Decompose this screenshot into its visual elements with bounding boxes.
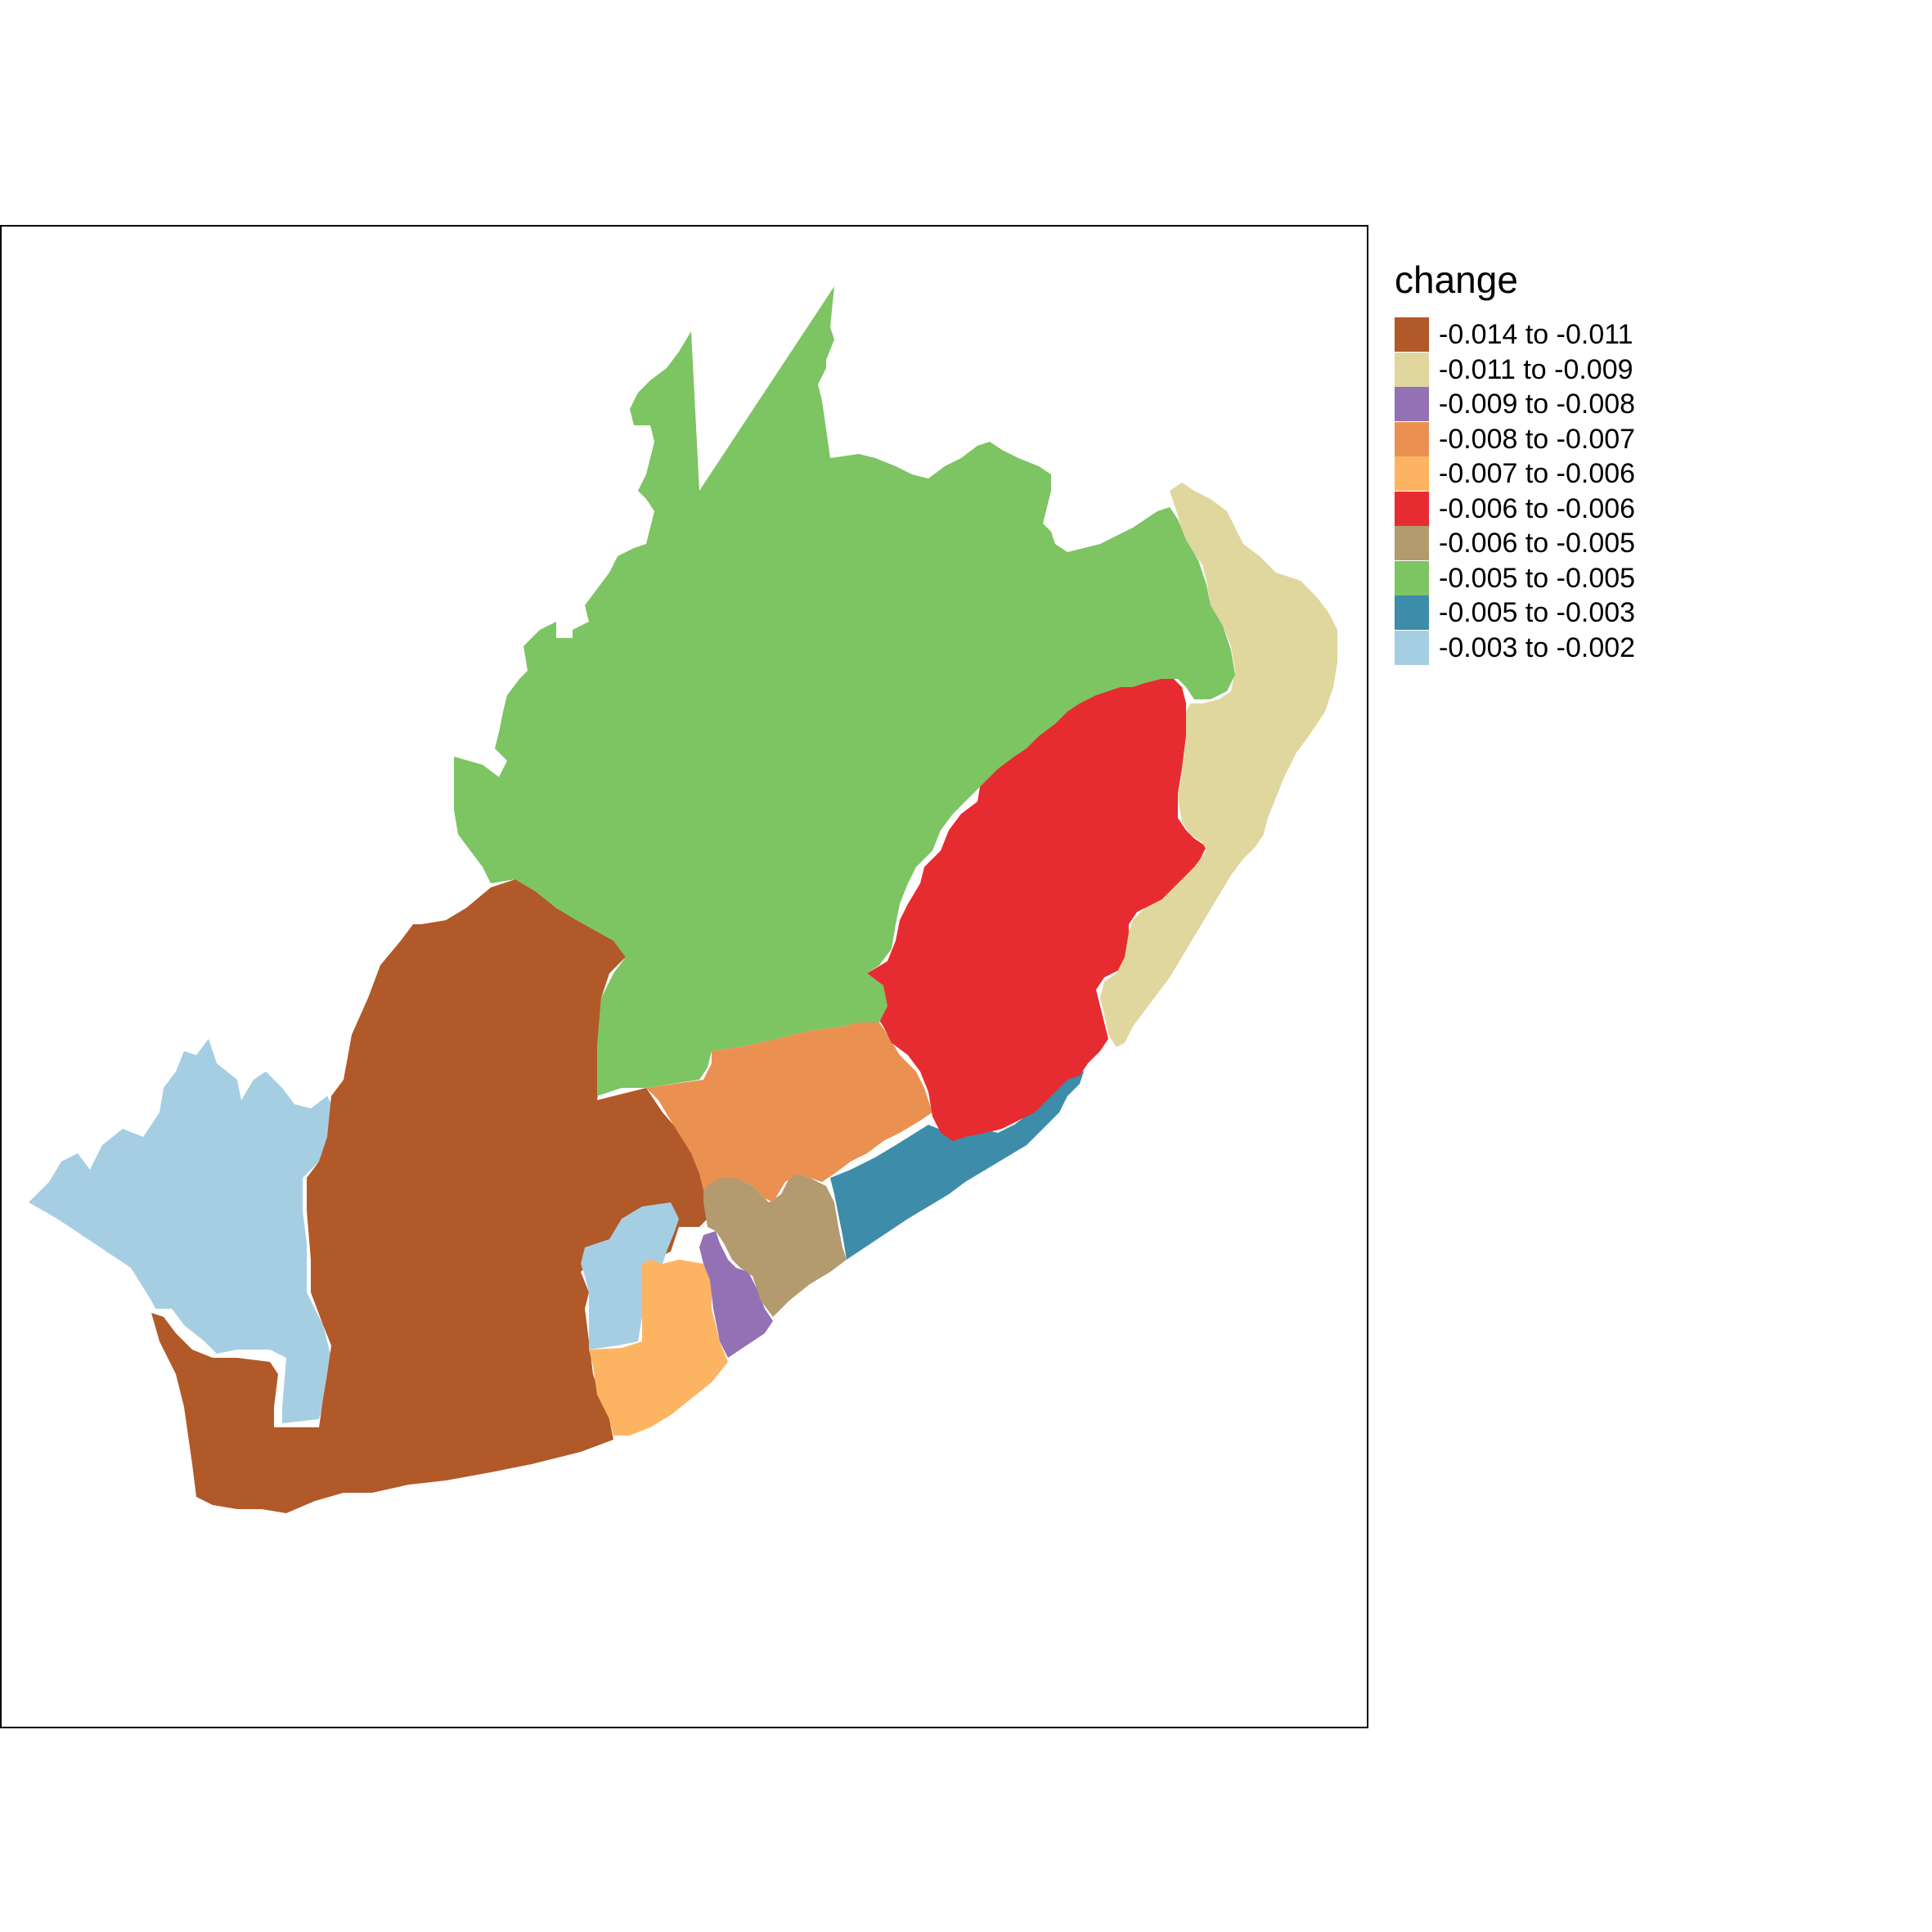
legend-label: -0.009 to -0.008 (1439, 389, 1636, 420)
legend-label: -0.006 to -0.005 (1439, 528, 1636, 559)
legend-item: -0.005 to -0.003 (1395, 595, 1635, 631)
legend-swatch (1395, 595, 1429, 631)
region-beige-east (1100, 483, 1337, 1047)
legend-label: -0.005 to -0.005 (1439, 562, 1636, 594)
region-tan (703, 1174, 847, 1317)
map-frame-border (0, 225, 1368, 1728)
region-south-yellow-orange (589, 1260, 728, 1436)
legend: change -0.014 to -0.011 -0.011 to -0.009… (1395, 258, 1635, 665)
region-orange (646, 1022, 932, 1202)
legend-label: -0.008 to -0.007 (1439, 423, 1636, 455)
legend-label: -0.014 to -0.011 (1439, 319, 1633, 351)
legend-title: change (1395, 258, 1518, 301)
legend-label: -0.003 to -0.002 (1439, 631, 1636, 663)
region-green-north (454, 286, 1235, 1096)
legend-swatch (1395, 560, 1429, 595)
legend-item: -0.006 to -0.005 (1395, 526, 1635, 561)
legend-swatch (1395, 456, 1429, 492)
region-west-lightblue (29, 1039, 335, 1423)
region-purple (699, 1231, 773, 1358)
legend-swatch (1395, 387, 1429, 422)
legend-swatch (1395, 352, 1429, 387)
legend-label: -0.007 to -0.006 (1439, 458, 1636, 490)
region-red (867, 675, 1206, 1141)
legend-swatch (1395, 317, 1429, 353)
legend-item: -0.011 to -0.009 (1395, 352, 1635, 388)
legend-label: -0.006 to -0.006 (1439, 492, 1636, 524)
legend-item: -0.007 to -0.006 (1395, 456, 1635, 492)
legend-item: -0.008 to -0.007 (1395, 421, 1636, 457)
legend-swatch (1395, 630, 1429, 665)
legend-item: -0.005 to -0.005 (1395, 560, 1636, 596)
legend-item: -0.003 to -0.002 (1395, 630, 1636, 666)
legend-label: -0.011 to -0.009 (1439, 353, 1633, 385)
legend-swatch (1395, 526, 1429, 561)
legend-item: -0.014 to -0.011 (1395, 317, 1635, 353)
region-central-lightblue (581, 1202, 679, 1350)
region-southwest-brown (151, 879, 744, 1513)
region-teal (830, 1067, 1084, 1260)
legend-item: -0.009 to -0.008 (1395, 387, 1635, 422)
legend-item: -0.006 to -0.006 (1395, 491, 1636, 527)
legend-swatch (1395, 421, 1429, 456)
legend-label: -0.005 to -0.003 (1439, 597, 1636, 629)
legend-swatch (1395, 491, 1429, 526)
